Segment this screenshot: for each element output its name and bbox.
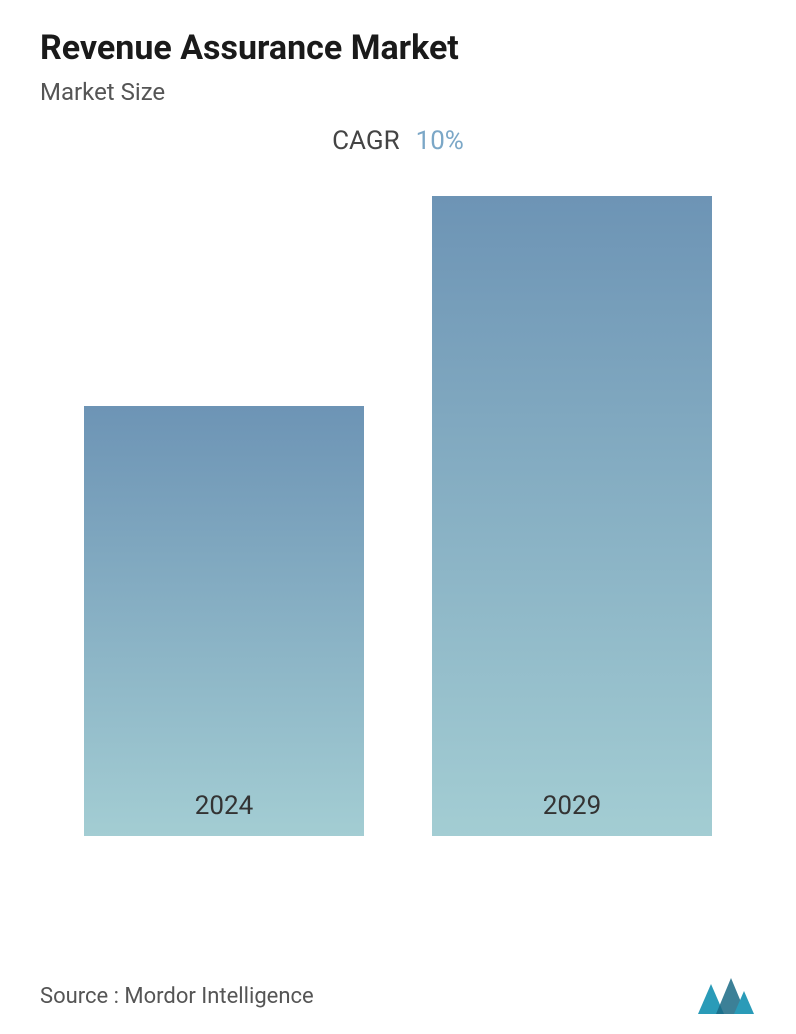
chart-title: Revenue Assurance Market: [40, 28, 756, 68]
brand-logo-icon: [696, 976, 756, 1016]
source-text: Source : Mordor Intelligence: [40, 984, 314, 1009]
header-section: Revenue Assurance Market Market Size CAG…: [0, 0, 796, 156]
chart-area: 2024 2029: [0, 196, 796, 896]
cagr-row: CAGR 10%: [40, 126, 756, 156]
chart-subtitle: Market Size: [40, 78, 756, 106]
bar-1: [432, 196, 712, 836]
bar-group-1: 2029: [427, 196, 717, 836]
bar-label-1: 2029: [432, 791, 712, 821]
cagr-label: CAGR: [332, 126, 399, 156]
bar-label-0: 2024: [84, 791, 364, 821]
bars-container: 2024 2029: [0, 196, 796, 836]
footer-section: Source : Mordor Intelligence: [40, 976, 756, 1016]
bar-0: [84, 406, 364, 836]
cagr-value: 10%: [416, 126, 464, 156]
bar-group-0: 2024: [79, 406, 369, 836]
